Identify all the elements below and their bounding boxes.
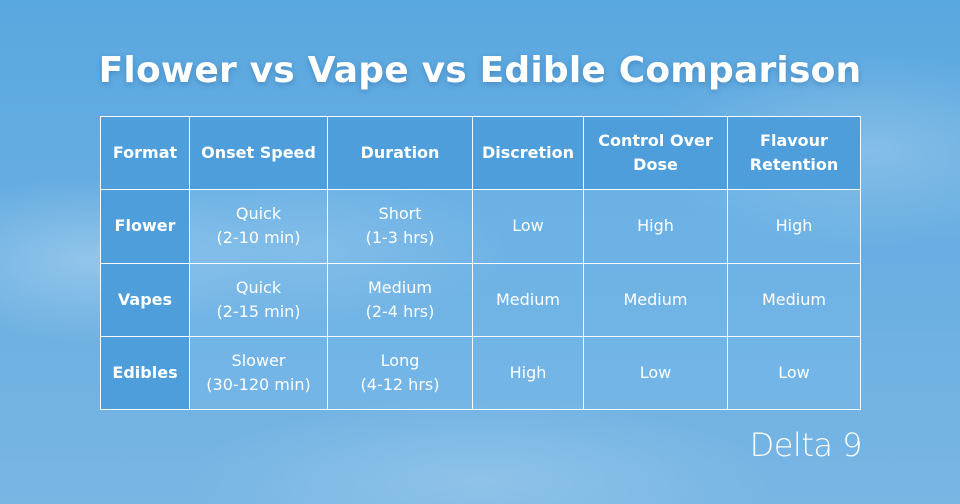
table-cell: Short (1-3 hrs) [327, 189, 473, 264]
row-header-cell: Flower [100, 189, 190, 264]
table-cell: Slower (30-120 min) [189, 335, 328, 411]
table-cell: Medium (2-4 hrs) [327, 262, 473, 337]
table-cell: Low [583, 335, 728, 411]
header-cell: Flavour Retention [727, 115, 861, 191]
header-cell: Control Over Dose [583, 115, 728, 191]
header-cell: Duration [327, 115, 473, 191]
table-cell: Low [472, 189, 584, 264]
table-cell: Long (4-12 hrs) [327, 335, 473, 411]
table-cell: Quick (2-10 min) [189, 189, 328, 264]
table-row: Edibles Slower (30-120 min) Long (4-12 hrs… [100, 335, 861, 411]
table-row: Vapes Quick (2-15 min) Medium (2-4 hrs) Med… [100, 262, 861, 337]
table-row: Flower Quick (2-10 min) Short (1-3 hrs) Low… [100, 189, 861, 264]
logo: Delta 9 [749, 426, 863, 464]
row-header-cell: Vapes [100, 262, 190, 337]
row-header-cell: Edibles [100, 335, 190, 411]
table-body: Format Onset Speed Duration Discretion Contr… [100, 115, 861, 411]
table-cell: Medium [583, 262, 728, 337]
table-cell: Medium [727, 262, 861, 337]
header-cell: Format [100, 115, 190, 191]
table-cell: Quick (2-15 min) [189, 262, 328, 337]
header-cell: Discretion [472, 115, 584, 191]
title: Flower vs Vape vs Edible Comparison [98, 50, 862, 91]
table-cell: Low [727, 335, 861, 411]
table-cell: High [472, 335, 584, 411]
comparison-table: Format Onset Speed Duration Discretion Contr… [100, 115, 861, 411]
table-cell: High [583, 189, 728, 264]
table-cell: Medium [472, 262, 584, 337]
header-cell: Onset Speed [189, 115, 328, 191]
table-cell: High [727, 189, 861, 264]
header-row: Format Onset Speed Duration Discretion Contr… [100, 115, 861, 191]
